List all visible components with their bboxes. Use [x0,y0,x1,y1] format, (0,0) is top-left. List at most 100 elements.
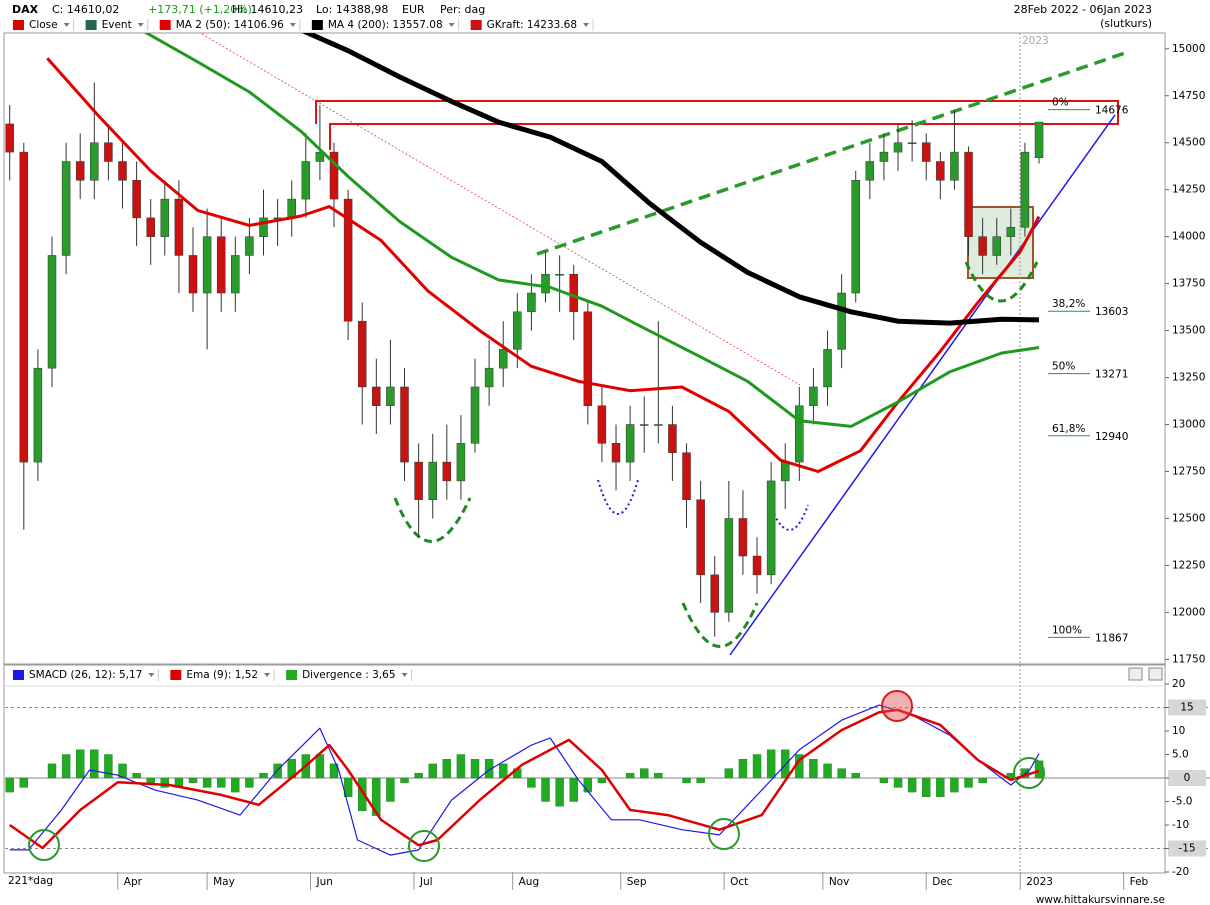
y-tick-label: 12000 [1172,606,1205,618]
x-tick-label: Dec [932,876,953,888]
period-label: 221*dag [8,875,53,887]
y-tick-label: -15 [1178,843,1195,855]
candle-body [513,311,522,350]
candle-body [710,574,719,613]
candle-body [287,198,296,219]
x-tick-label: Apr [124,876,143,888]
candle-body [654,424,663,426]
histogram-bar [893,777,903,788]
green-trendline [536,51,1126,256]
highlight-circle [28,829,60,861]
histogram-bar [61,754,71,779]
pattern-arc [681,602,759,648]
highlight-circle [408,830,440,862]
histogram-bar [640,768,649,779]
fib-value: 14676 [1095,105,1129,117]
candle-body [259,217,268,237]
candle-body [907,142,917,144]
histogram-bar [358,777,367,812]
histogram-bar [400,777,409,783]
pattern-arc [393,497,472,543]
histogram-bar [202,777,212,788]
indicator-plot [5,704,1044,856]
highlight-circle [881,690,913,722]
candle-body [301,161,311,200]
fib-label: 61,8% [1052,423,1085,435]
x-tick-label: Jul [419,876,433,888]
series-line [143,33,1040,428]
header-currency: EUR [402,3,425,16]
histogram-bar [414,773,423,779]
histogram-bar [132,773,141,779]
pattern-arc [769,504,809,531]
header-high: Hi: 14610,23 [232,3,303,16]
x-tick-label: 2023 [1026,876,1053,888]
candle-body [329,151,339,200]
header-change: +173,71 (+1,20%) [148,3,252,16]
candle-body [442,461,452,482]
histogram-bar [569,777,578,802]
legend-label: Ema (9): 1,52 [186,669,258,681]
fib-label: 50% [1052,361,1075,373]
series-line [8,708,1040,850]
candle-body [343,198,353,322]
candle-body [315,151,325,162]
histogram-bar [766,749,776,779]
legend-swatch [85,20,97,30]
icon-button[interactable] [1148,667,1163,681]
x-tick-label: Aug [519,876,540,888]
legend-dropdown [137,23,144,27]
price-frame [3,32,1166,665]
histogram-bar [964,777,973,788]
candle-body [160,198,170,237]
support-trendline [729,114,1116,656]
legend-label: SMACD (26, 12): 5,17 [29,669,142,681]
legend-dropdown [63,23,70,27]
y-tick-label: 12500 [1172,512,1205,524]
candle-body [47,255,57,369]
histogram-bar [936,777,945,797]
pattern-arc [597,479,639,515]
legend-label: Divergence : 3,65 [302,669,395,681]
x-tick-label: Feb [1130,876,1149,888]
histogram-bar [217,777,226,788]
y-tick-label: 20 [1172,678,1185,690]
legend-swatch [13,20,24,30]
histogram-bar [5,777,14,793]
candle-body [611,443,621,463]
y-tick-label: 11750 [1172,653,1205,665]
candle-body [1020,151,1030,228]
date-range: 28Feb 2022 - 06Jan 2023 [1014,3,1152,16]
legend-swatch [311,20,323,30]
fib-value: 13271 [1095,369,1128,381]
histogram-bar [188,777,198,783]
candle-body [19,151,29,463]
histogram-bar [781,749,790,779]
histogram-bar [879,777,889,783]
candle-body [231,255,240,294]
histogram-bar [625,773,635,779]
histogram-bar [950,777,959,793]
candle-body [964,151,973,237]
histogram-bar [118,763,127,779]
y-tick-label: -10 [1172,819,1189,831]
legend-dropdown [401,673,408,677]
histogram-bar [738,759,748,779]
header-close: C: 14610,02 [52,3,119,16]
x-tick-label: May [213,876,235,888]
fib-value: 11867 [1095,632,1128,644]
icon-button[interactable] [1128,667,1143,681]
candle-body [5,123,14,153]
candle-body [118,161,127,181]
candle-body [202,236,212,294]
legend-dropdown [264,673,271,677]
candle-body [639,424,649,426]
candle-body [456,443,466,482]
legend-swatch [13,670,24,680]
y-tick-label: 0 [1184,772,1191,784]
price-plot [5,33,1044,637]
y-tick-label: 15000 [1172,43,1205,55]
dotted-trendline [199,33,801,386]
histogram-bar [47,763,57,779]
